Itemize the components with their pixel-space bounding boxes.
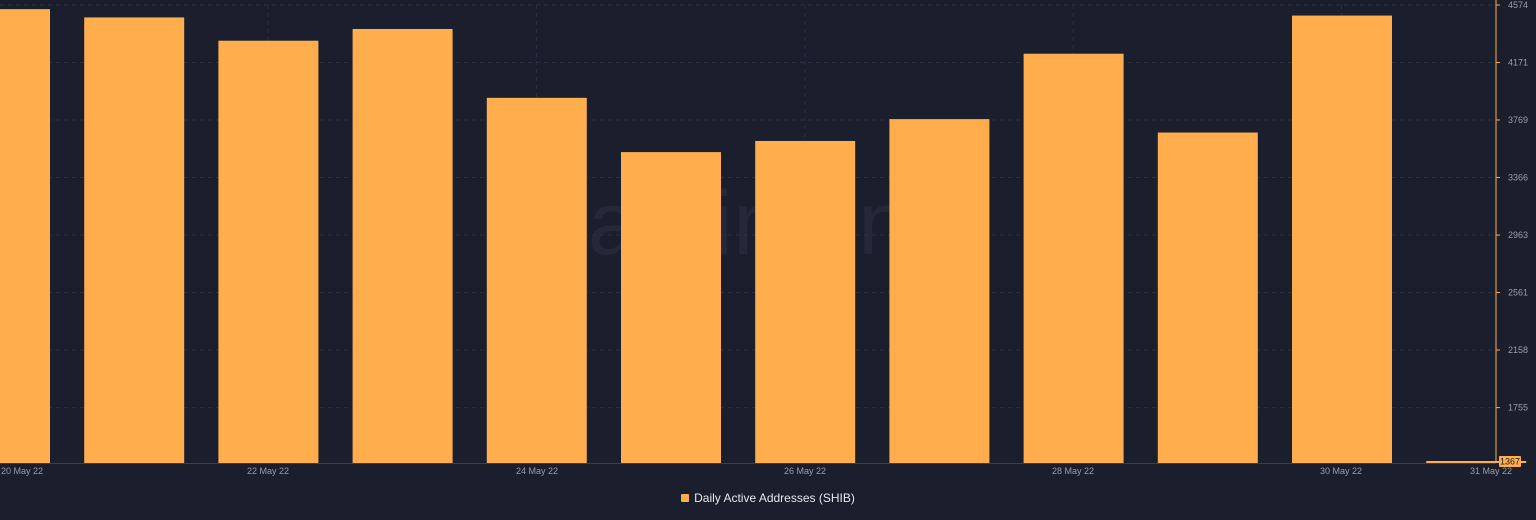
bar-25-may-22[interactable]: [621, 152, 721, 463]
bar-26-may-22[interactable]: [755, 140, 856, 464]
y-tick-label: 3366: [1508, 173, 1528, 183]
x-tick-label: 24 May 22: [516, 466, 558, 476]
bar-23-may-22[interactable]: [352, 28, 453, 463]
last-value-label: 1367: [1500, 457, 1520, 467]
bar-24-may-22[interactable]: [486, 97, 587, 463]
y-tick-label: 4171: [1508, 58, 1528, 68]
y-tick-label: 4574: [1508, 0, 1528, 10]
legend-swatch: [681, 494, 690, 502]
bar-31-may-22[interactable]: [1426, 461, 1527, 463]
x-tick-label: 31 May 22: [1470, 466, 1512, 476]
bar-21-may-22[interactable]: [84, 17, 185, 464]
x-tick-label: 30 May 22: [1320, 466, 1362, 476]
bar-22-may-22[interactable]: [218, 40, 319, 463]
axes: 1755 2158 2561 2963 3366 3769 4171 4574 1367 20 M…: [0, 0, 1528, 476]
watermark: santiment: [543, 174, 933, 274]
last-value-badge: [1499, 456, 1521, 467]
x-tick-label: 22 May 22: [247, 466, 289, 476]
bar-20-may-22[interactable]: [0, 9, 50, 463]
y-tick-label: 2158: [1508, 345, 1528, 355]
x-tick-label: 28 May 22: [1052, 466, 1094, 476]
y-tick-label: 1755: [1508, 403, 1528, 413]
x-tick-label: 26 May 22: [784, 466, 826, 476]
bar-27-may-22[interactable]: [889, 119, 990, 463]
bar-29-may-22[interactable]: [1157, 132, 1258, 463]
bars: [0, 9, 1527, 464]
y-tick-label: 2963: [1508, 230, 1528, 240]
legend-label: Daily Active Addresses (SHIB): [694, 491, 855, 505]
y-tick-label: 2561: [1508, 287, 1528, 297]
y-tick-label: 3769: [1508, 115, 1528, 125]
bar-30-may-22[interactable]: [1292, 15, 1392, 463]
legend[interactable]: Daily Active Addresses (SHIB): [0, 491, 1536, 505]
bar-28-may-22[interactable]: [1023, 53, 1124, 463]
x-tick-label: 20 May 22: [1, 466, 43, 476]
